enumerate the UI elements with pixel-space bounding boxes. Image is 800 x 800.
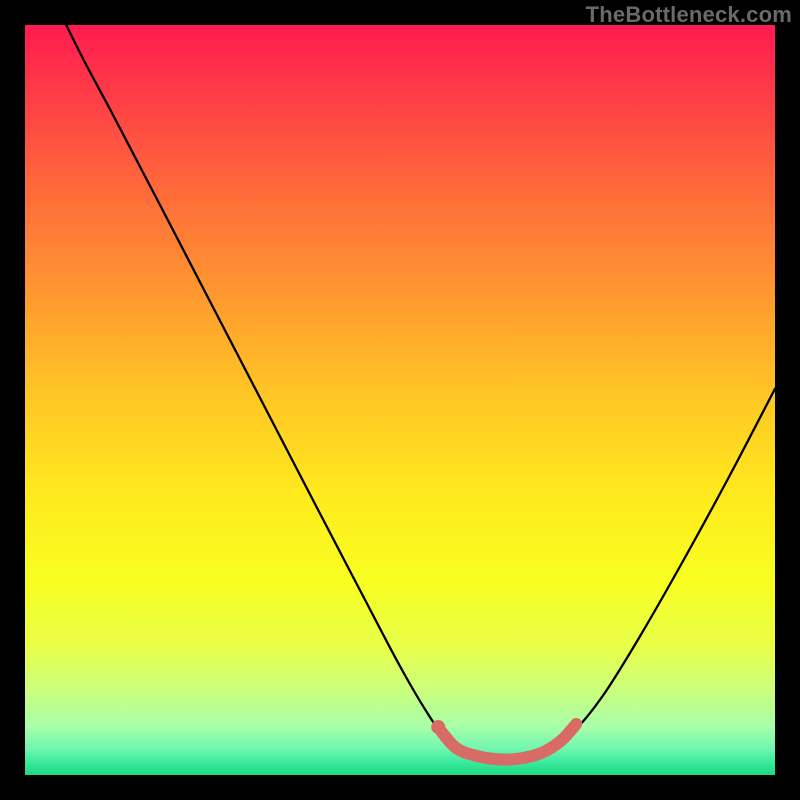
chart-background — [25, 25, 775, 775]
chart-svg — [25, 25, 775, 775]
bottleneck-curve-chart — [25, 25, 775, 775]
highlight-start-dot — [431, 720, 445, 734]
chart-frame: TheBottleneck.com — [0, 0, 800, 800]
